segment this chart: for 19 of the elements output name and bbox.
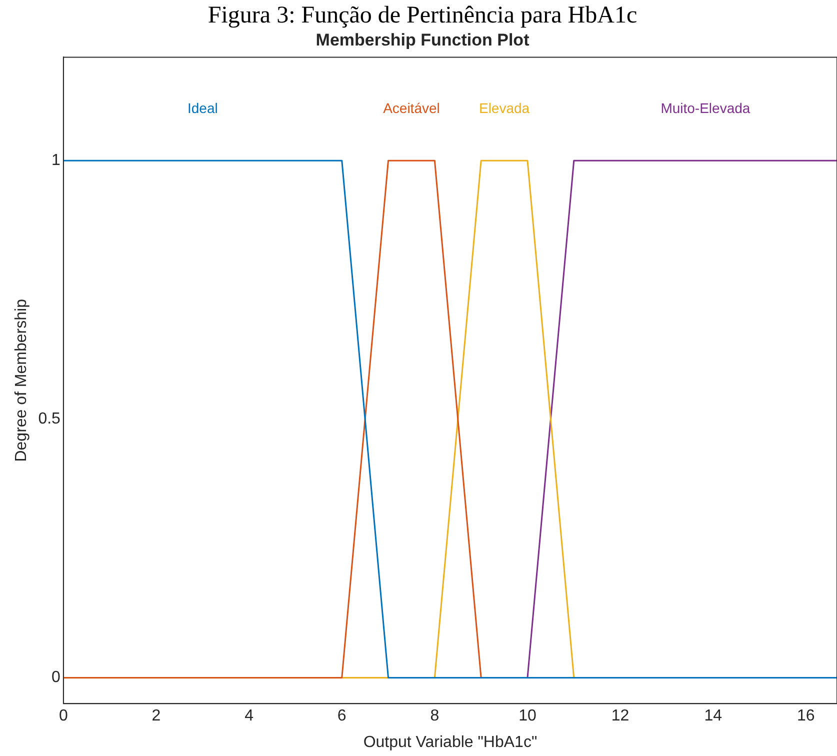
x-tick-label: 4 <box>244 708 254 725</box>
text: Aceitável <box>383 100 440 116</box>
text: Ideal <box>187 100 218 116</box>
x-tick-label: 16 <box>797 708 815 725</box>
x-tick-label: 8 <box>430 708 440 725</box>
y-tick-label: 0.5 <box>38 410 61 428</box>
chart-subtitle: Membership Function Plot <box>316 30 530 50</box>
x-tick-label: 14 <box>704 708 722 725</box>
text: Elevada <box>478 100 530 116</box>
y-tick-label: 1 <box>52 152 61 170</box>
x-tick-label: 6 <box>337 708 346 725</box>
x-tick-label: 2 <box>152 708 161 725</box>
y-axis-title: Degree of Membership <box>13 298 30 462</box>
text: Muito-Elevada <box>660 100 750 116</box>
y-tick-label: 0 <box>52 669 61 686</box>
x-tick-label: 10 <box>518 708 536 725</box>
x-axis-title: Output Variable "HbA1c" <box>363 734 538 751</box>
x-tick-label: 12 <box>611 708 630 725</box>
chart-title: Figura 3: Função de Pertinência para HbA1c <box>208 2 638 29</box>
